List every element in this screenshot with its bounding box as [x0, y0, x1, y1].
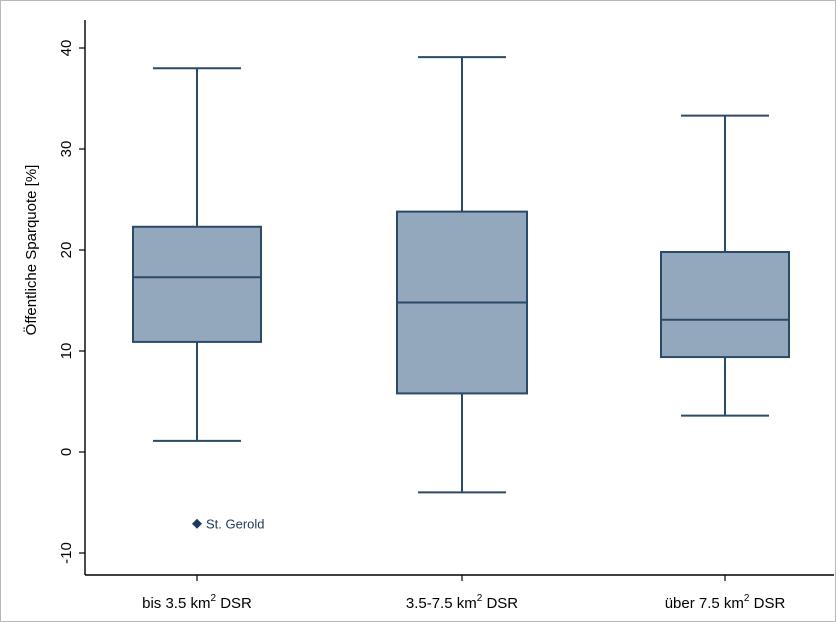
y-tick-label: 40: [58, 40, 75, 57]
y-tick-label: 10: [58, 343, 75, 360]
x-tick-label: bis 3.5 km2 DSR: [142, 593, 252, 612]
x-tick-label: 3.5-7.5 km2 DSR: [406, 593, 518, 612]
x-tick-label: über 7.5 km2 DSR: [665, 593, 786, 612]
box-group: [660, 114, 790, 417]
boxes: St. Gerold: [132, 56, 790, 532]
x-axis: bis 3.5 km2 DSR 3.5-7.5 km2 DSR über 7.5 k…: [85, 574, 834, 612]
y-tick-label: -10: [58, 542, 75, 564]
outlier-marker: [192, 518, 202, 529]
y-tick-label: 20: [58, 242, 75, 259]
y-axis: -10 0 10 20 30 40: [58, 20, 86, 575]
y-tick-label: 30: [58, 141, 75, 158]
y-axis-label: Öffentliche Sparquote [%]: [22, 165, 40, 336]
box-group: St. Gerold: [132, 67, 265, 532]
outlier-label: St. Gerold: [206, 517, 265, 532]
iqr-box: [660, 251, 790, 359]
box-group: [396, 56, 528, 494]
y-tick-label: 0: [58, 448, 75, 456]
iqr-box: [132, 225, 262, 343]
